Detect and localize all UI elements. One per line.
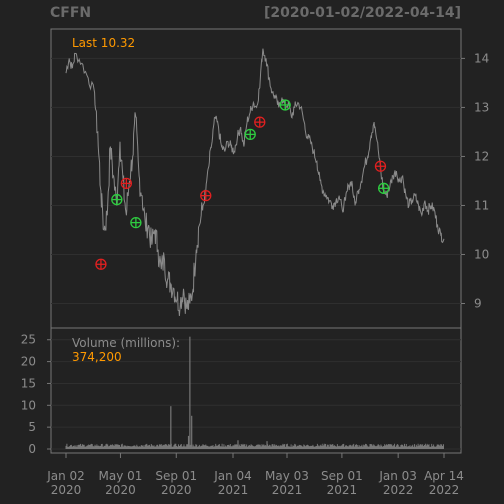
x-axis-tick-label: Jan 02 — [46, 469, 85, 483]
price-y-tick-label: 11 — [474, 198, 489, 212]
x-axis-tick-year: 2021 — [327, 483, 358, 497]
x-axis-tick-year: 2020 — [161, 483, 192, 497]
volume-y-tick-label: 5 — [28, 420, 36, 434]
price-y-tick-label: 12 — [474, 149, 489, 163]
x-axis-tick-year: 2021 — [272, 483, 303, 497]
volume-baseline-bars — [65, 443, 444, 449]
volume-legend-label: Volume (millions): — [72, 336, 180, 350]
chart-symbol: CFFN — [50, 5, 92, 21]
x-axis-tick-year: 2022 — [383, 483, 414, 497]
x-axis-tick-label: Sep 01 — [321, 469, 363, 483]
price-y-tick-label: 14 — [474, 51, 489, 65]
x-axis-tick-label: May 03 — [265, 469, 309, 483]
x-axis-tick-label: Jan 03 — [378, 469, 417, 483]
volume-legend-value: 374,200 — [72, 350, 122, 364]
volume-panel-frame — [50, 327, 462, 454]
volume-y-tick-label: 20 — [21, 355, 36, 369]
x-axis-tick-year: 2020 — [51, 483, 82, 497]
x-axis-tick-label: Apr 14 — [424, 469, 464, 483]
price-y-tick-label: 10 — [474, 247, 489, 261]
x-axis-tick-year: 2021 — [218, 483, 249, 497]
price-y-tick-label: 13 — [474, 100, 489, 114]
price-legend-last: Last 10.32 — [72, 36, 135, 50]
x-axis-tick-year: 2020 — [105, 483, 136, 497]
price-series-line — [65, 48, 445, 317]
volume-y-tick-label: 10 — [21, 398, 36, 412]
volume-y-tick-label: 0 — [28, 442, 36, 456]
x-axis-tick-label: May 01 — [99, 469, 143, 483]
x-axis-tick-label: Jan 04 — [213, 469, 252, 483]
volume-y-tick-label: 15 — [21, 376, 36, 390]
price-y-tick-label: 9 — [474, 296, 482, 310]
chart-date-range: [2020-01-02/2022-04-14] — [263, 5, 461, 21]
x-axis-tick-label: Sep 01 — [155, 469, 197, 483]
volume-y-tick-label: 25 — [21, 333, 36, 347]
x-axis-tick-year: 2022 — [429, 483, 460, 497]
